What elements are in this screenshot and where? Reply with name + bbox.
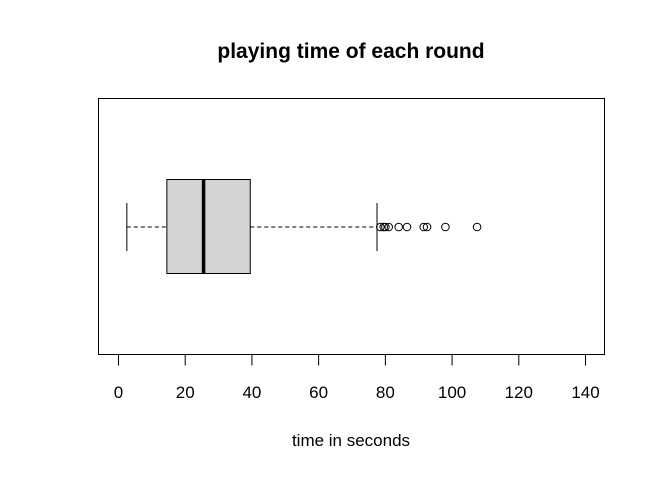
outlier-point (384, 222, 393, 232)
x-tick-label: 80 (376, 383, 395, 402)
outlier-point (402, 222, 412, 232)
outlier-point (441, 222, 450, 232)
x-axis-label: time in seconds (292, 431, 410, 450)
outlier-point (376, 222, 385, 232)
x-tick-label: 20 (176, 383, 195, 402)
outlier-point (419, 222, 429, 232)
chart-title: playing time of each round (217, 40, 484, 63)
outlier-point (394, 222, 404, 232)
box-plot (126, 179, 482, 274)
x-tick-label: 100 (438, 383, 466, 402)
interquartile-box (166, 179, 251, 274)
x-tick-label: 40 (242, 383, 261, 402)
x-tick-label: 0 (114, 383, 123, 402)
x-tick-label: 120 (505, 383, 533, 402)
outlier-point (381, 222, 390, 232)
x-tick-label: 60 (309, 383, 328, 402)
x-axis: 0 20 40 60 80 100 120 140 (114, 354, 600, 402)
x-tick-label: 140 (571, 383, 599, 402)
outlier-point (422, 222, 432, 232)
outlier-point (472, 222, 482, 232)
